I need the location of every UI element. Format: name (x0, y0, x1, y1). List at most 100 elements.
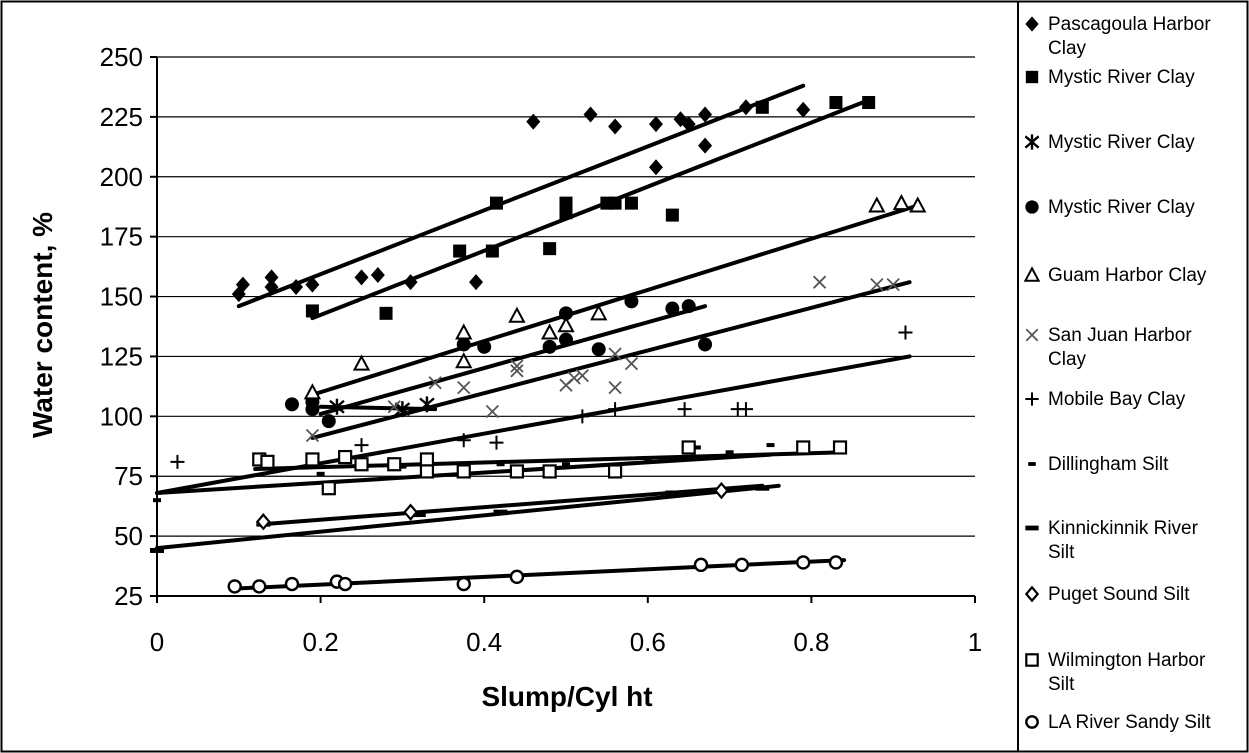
data-point-series-5 (870, 277, 884, 292)
data-point-series-11 (734, 557, 750, 573)
y-axis-title: Water content, % (27, 212, 58, 438)
x-tick-label: 0.2 (303, 627, 339, 657)
data-point-series-10 (354, 457, 369, 472)
data-point-series-1 (559, 196, 573, 210)
legend-entry: Dillingham Silt (1028, 454, 1169, 475)
data-point-series-3 (456, 337, 471, 352)
data-point-series-1 (862, 96, 876, 110)
data-point-series-4 (909, 196, 927, 213)
data-point-series-0 (648, 159, 663, 176)
data-point-series-7 (692, 445, 701, 450)
y-tick-label: 75 (114, 461, 143, 491)
x-tick-label: 1 (968, 627, 982, 657)
data-point-series-0 (469, 274, 484, 291)
data-point-series-10 (305, 452, 320, 467)
data-point-series-3 (665, 301, 680, 316)
data-point-series-5 (428, 376, 442, 390)
data-point-series-5 (575, 368, 589, 383)
data-point-series-1 (755, 100, 769, 114)
data-point-series-7 (316, 471, 325, 476)
data-point-series-11 (828, 555, 844, 570)
data-point-series-10 (387, 457, 402, 472)
data-point-series-3 (477, 339, 492, 354)
x-tick-label: 0.8 (793, 627, 829, 657)
legend-marker (1025, 525, 1039, 531)
data-point-series-3 (591, 342, 606, 357)
data-point-series-6 (354, 438, 369, 453)
data-point-series-3 (284, 397, 299, 412)
data-point-series-5 (608, 347, 622, 361)
y-tick-label: 250 (100, 42, 143, 72)
legend-entry: Mobile Bay Clay (1025, 389, 1186, 410)
legend: Pascagoula Harbor Clay Mystic River Clay My… (1023, 14, 1211, 733)
legend-marker (1023, 266, 1041, 282)
data-point-series-7 (643, 457, 652, 462)
data-point-series-7 (496, 462, 505, 467)
y-tick-label: 125 (100, 341, 143, 371)
data-point-series-0 (583, 106, 598, 123)
data-point-series-5 (387, 400, 401, 414)
legend-marker (1025, 16, 1039, 32)
data-point-series-5 (886, 277, 900, 292)
legend-marker (1028, 462, 1036, 466)
legend-label: Clay (1048, 349, 1087, 370)
data-point-series-2 (419, 396, 435, 413)
data-point-series-0 (608, 118, 623, 135)
data-point-series-11 (509, 569, 525, 585)
x-axis-title: Slump/Cyl ht (481, 681, 652, 712)
legend-marker (1025, 70, 1039, 84)
data-point-series-10 (321, 481, 336, 496)
data-point-series-1 (485, 244, 499, 258)
legend-label: Mystic River Clay (1048, 67, 1195, 88)
data-point-series-1 (624, 196, 638, 210)
legend-marker (1025, 328, 1039, 342)
tick-labels: 25 50 75 100 125 150 175 200 225 250 0 0.2 0.4 0.6 0.8… (100, 42, 983, 657)
data-point-series-11 (796, 555, 811, 570)
legend-entry: San Juan Harbor Clay (1025, 325, 1192, 370)
data-point-series-9 (403, 503, 419, 521)
data-point-series-6 (489, 435, 504, 450)
data-point-series-4 (303, 383, 322, 400)
legend-marker (1025, 392, 1039, 406)
data-point-series-10 (456, 464, 471, 479)
data-point-series-10 (338, 449, 353, 465)
legend-label: Mystic River Clay (1048, 197, 1195, 218)
data-point-series-4 (590, 304, 608, 321)
legend-entry: Mystic River Clay (1024, 132, 1195, 153)
data-point-series-6 (738, 402, 753, 417)
data-point-series-0 (698, 106, 713, 123)
trendline-series-10 (253, 450, 847, 472)
data-point-series-6 (456, 433, 471, 448)
data-point-series-10 (832, 440, 848, 455)
trendline-series-5 (310, 280, 912, 440)
data-point-series-0 (526, 113, 541, 130)
legend-label: Dillingham Silt (1048, 454, 1169, 475)
legend-entry: Kinnickinnik River Silt (1025, 518, 1199, 563)
data-point-series-8 (665, 490, 680, 496)
data-point-series-6 (677, 402, 692, 417)
data-point-series-10 (260, 454, 275, 469)
legend-entry: Mystic River Clay (1025, 67, 1195, 88)
legend-marker (1025, 200, 1039, 214)
legend-entry: Mystic River Clay (1025, 197, 1195, 218)
data-point-series-0 (738, 99, 753, 116)
data-point-series-0 (264, 269, 279, 286)
y-tick-label: 150 (100, 282, 143, 312)
data-point-series-1 (829, 96, 843, 110)
data-point-series-1 (489, 196, 503, 210)
x-tick-label: 0 (150, 627, 164, 657)
data-point-series-9 (713, 481, 729, 500)
data-point-series-0 (235, 276, 250, 293)
data-point-series-1 (305, 304, 319, 318)
legend-label: Guam Harbor Clay (1048, 265, 1207, 286)
data-point-series-7 (766, 443, 775, 448)
data-point-series-3 (681, 299, 696, 314)
data-point-series-0 (681, 116, 696, 133)
data-point-series-6 (170, 454, 185, 469)
y-tick-label: 50 (114, 521, 143, 551)
legend-label: Wilmington Harbor (1048, 650, 1206, 671)
data-point-series-11 (227, 579, 242, 594)
